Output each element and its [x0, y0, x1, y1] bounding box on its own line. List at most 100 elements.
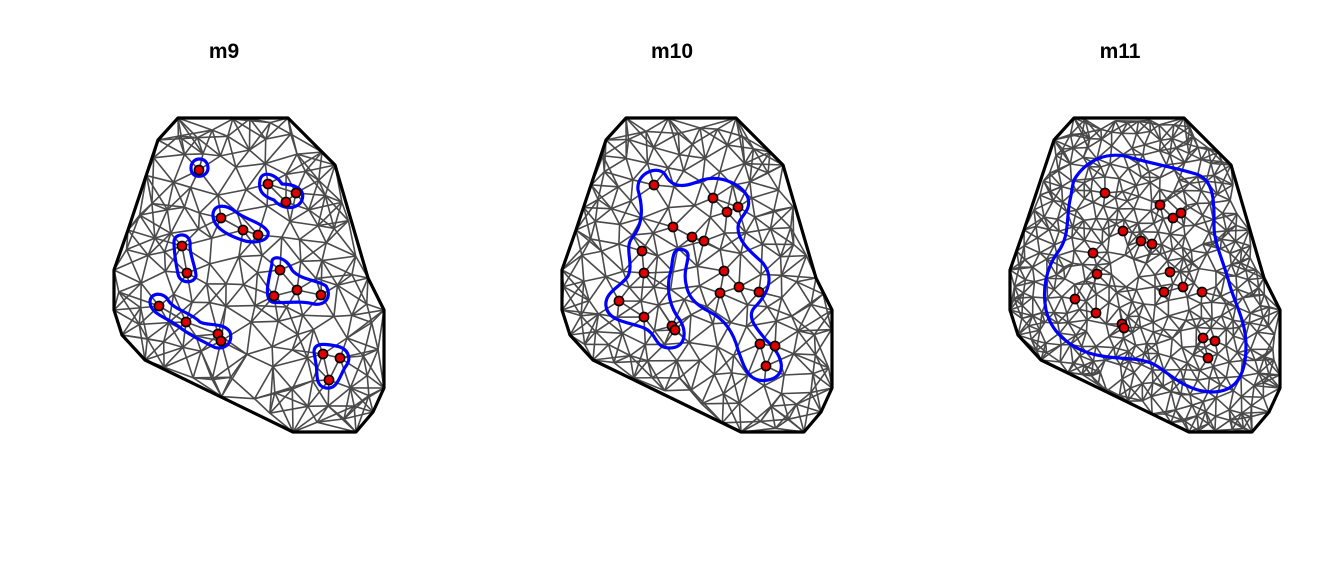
mesh-edge — [307, 380, 314, 407]
mesh-edge — [1046, 344, 1062, 354]
mesh-edge — [1228, 390, 1235, 410]
mesh-edge — [1172, 249, 1185, 259]
mesh-edge — [236, 205, 268, 213]
mesh-edge — [1126, 122, 1138, 135]
mesh-edge — [1014, 280, 1035, 288]
mesh-edge — [752, 148, 769, 174]
mesh-edge — [1099, 372, 1108, 392]
mesh-edge — [121, 323, 140, 336]
mesh-edge — [1228, 361, 1242, 377]
mesh-edge — [151, 181, 175, 205]
mesh-edge — [719, 248, 741, 255]
mesh-edge — [118, 291, 160, 307]
mesh-edge — [653, 132, 679, 149]
mesh-edge — [1096, 262, 1111, 266]
mesh-edge — [699, 127, 706, 159]
mesh-edge — [595, 220, 620, 226]
mesh-edge — [1232, 390, 1242, 398]
mesh-edge — [1211, 295, 1221, 303]
mesh-edge — [254, 398, 271, 414]
mesh-edge — [1101, 120, 1116, 140]
mesh-edge — [1148, 170, 1161, 179]
mesh-edge — [1021, 311, 1043, 320]
mesh-edge — [1151, 369, 1154, 383]
mesh-edge — [1153, 328, 1164, 333]
mesh-edge — [221, 395, 255, 400]
mesh-edge — [1096, 138, 1103, 159]
mesh-edge — [346, 337, 379, 351]
mesh-edge — [1165, 409, 1176, 415]
mesh-edge — [286, 306, 304, 316]
mesh-edge — [1211, 301, 1227, 305]
mesh-edge — [1196, 415, 1209, 425]
mesh-edge — [1196, 345, 1206, 349]
mesh-edge — [1128, 360, 1142, 366]
mesh-edge — [583, 207, 592, 240]
mesh-edge — [145, 175, 153, 204]
mesh-edge — [337, 277, 369, 287]
mesh-edge — [722, 372, 733, 395]
mesh-edge — [1229, 416, 1251, 422]
mesh-edge — [209, 263, 227, 285]
outer-boundary — [560, 116, 834, 434]
mesh-edge — [1073, 250, 1084, 265]
mesh-edge — [1220, 303, 1227, 317]
mesh-edge — [1052, 199, 1068, 213]
mesh-edge — [1262, 317, 1269, 327]
mesh-edge — [1049, 228, 1060, 232]
data-point — [1091, 268, 1103, 280]
mesh-edge — [1123, 332, 1133, 339]
mesh-edge — [316, 405, 355, 423]
mesh-edge — [366, 374, 385, 389]
mesh-edge — [1057, 148, 1064, 171]
mesh-edge — [1069, 147, 1074, 165]
mesh-edge — [1214, 428, 1233, 432]
mesh-edge — [745, 306, 768, 327]
mesh-edge — [225, 305, 252, 323]
mesh-edge — [1140, 176, 1151, 184]
mesh-edge — [1152, 321, 1164, 331]
mesh-edge — [719, 232, 747, 251]
mesh-edge — [144, 338, 149, 361]
mesh-edge — [1245, 257, 1251, 271]
mesh-edge — [1213, 212, 1238, 221]
mesh-edge — [602, 155, 606, 172]
mesh-edge — [1094, 282, 1110, 287]
data-point — [280, 196, 292, 208]
mesh-edge — [242, 272, 258, 286]
mesh-edge — [605, 270, 624, 278]
mesh-edge — [1245, 269, 1265, 279]
mesh-edge — [1144, 139, 1161, 146]
mesh-edge — [1258, 372, 1265, 384]
mesh-edge — [1262, 387, 1281, 398]
mesh-edge — [749, 148, 755, 182]
mesh-edge — [1236, 339, 1246, 354]
mesh-edge — [306, 357, 314, 381]
mesh-edge — [749, 181, 753, 199]
mesh-edge — [668, 204, 695, 209]
mesh-edge — [291, 388, 309, 407]
mesh-edge — [1258, 372, 1280, 376]
mesh-edge — [561, 269, 585, 283]
mesh-edge — [146, 338, 165, 368]
mesh-edge — [679, 153, 706, 160]
mesh-edge — [138, 324, 149, 340]
mesh-edge — [1022, 281, 1036, 294]
mesh-edge — [625, 117, 647, 133]
mesh-edge — [1048, 218, 1059, 231]
mesh-edge — [1083, 182, 1092, 192]
mesh-edge — [206, 283, 227, 307]
mesh-edge — [324, 164, 336, 196]
mesh-edge — [583, 281, 590, 301]
mesh-edge — [1194, 218, 1214, 226]
mesh-edge — [1217, 353, 1230, 363]
mesh-edge — [608, 343, 631, 357]
mesh-edge — [1119, 394, 1143, 402]
mesh-edge — [1181, 346, 1194, 356]
mesh-edge — [1102, 197, 1116, 207]
mesh-edge — [770, 406, 777, 429]
mesh-edge — [670, 285, 700, 291]
mesh-edge — [1220, 288, 1238, 298]
mesh-edge — [209, 283, 227, 304]
mesh-edge — [1198, 423, 1209, 432]
